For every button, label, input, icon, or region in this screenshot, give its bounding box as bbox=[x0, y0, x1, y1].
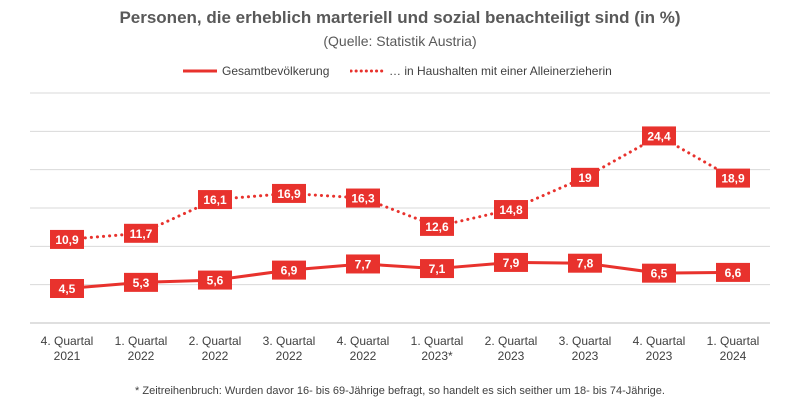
data-label: 24,4 bbox=[647, 129, 671, 143]
data-label-box bbox=[420, 259, 454, 279]
data-label: 12,6 bbox=[425, 220, 449, 234]
x-tick-label: 1. Quartal 2022 bbox=[115, 334, 168, 363]
x-tick-label: 3. Quartal 2023 bbox=[559, 334, 612, 363]
data-label-box bbox=[494, 200, 528, 220]
data-label: 6,6 bbox=[725, 266, 742, 280]
data-label: 6,9 bbox=[281, 264, 298, 278]
data-label: 4,5 bbox=[59, 282, 76, 296]
data-label-box bbox=[272, 260, 306, 280]
data-label-box bbox=[198, 190, 232, 210]
data-label-box bbox=[642, 263, 676, 283]
x-tick-label: 2. Quartal 2022 bbox=[189, 334, 242, 363]
data-label-box bbox=[346, 254, 380, 274]
chart-subtitle: (Quelle: Statistik Austria) bbox=[323, 33, 477, 49]
data-label-box bbox=[494, 252, 528, 272]
data-label-box bbox=[420, 216, 454, 236]
data-label: 18,9 bbox=[721, 172, 745, 186]
data-label: 7,8 bbox=[577, 257, 594, 271]
data-label-box bbox=[50, 229, 84, 249]
data-label-box bbox=[198, 270, 232, 290]
data-label: 16,1 bbox=[203, 193, 227, 207]
data-label: 5,3 bbox=[133, 276, 150, 290]
data-label-box bbox=[346, 188, 380, 208]
legend-swatch-dotted bbox=[350, 69, 384, 73]
footnote: * Zeitreihenbruch: Wurden davor 16- bis … bbox=[135, 385, 665, 397]
series-line-alleinerzieherin bbox=[65, 134, 735, 241]
x-tick-label: 4. Quartal 2022 bbox=[337, 334, 390, 363]
data-label-box bbox=[716, 262, 750, 282]
x-tick-label: 1. Quartal 2024 bbox=[707, 334, 760, 363]
legend-label-alleinerzieherin: … in Haushalten mit einer Alleinerzieher… bbox=[389, 64, 612, 78]
data-label: 10,9 bbox=[55, 233, 79, 247]
chart-title: Personen, die erheblich marteriell und s… bbox=[119, 8, 681, 27]
legend-label-gesamt: Gesamtbevölkerung bbox=[222, 64, 330, 78]
data-label-box bbox=[50, 279, 84, 298]
data-label-box bbox=[568, 253, 602, 273]
data-label-box bbox=[124, 272, 158, 292]
data-label: 16,9 bbox=[277, 187, 301, 201]
data-label: 7,1 bbox=[429, 262, 446, 276]
x-tick-label: 1. Quartal 2023* bbox=[411, 334, 464, 363]
x-tick-label: 4. Quartal 2023 bbox=[633, 334, 686, 363]
data-label: 6,5 bbox=[651, 267, 668, 281]
data-label: 7,9 bbox=[503, 256, 520, 270]
legend-swatch-solid bbox=[183, 69, 217, 73]
x-tick-label: 2. Quartal 2023 bbox=[485, 334, 538, 363]
legend: Gesamtbevölkerung … in Haushalten mit ei… bbox=[0, 64, 800, 80]
data-label-box bbox=[124, 223, 158, 243]
data-label: 11,7 bbox=[130, 227, 153, 241]
data-label-box bbox=[642, 126, 676, 146]
x-tick-label: 4. Quartal 2021 bbox=[41, 334, 94, 363]
x-tick-label: 3. Quartal 2022 bbox=[263, 334, 316, 363]
data-label: 16,3 bbox=[351, 192, 375, 206]
data-label-box bbox=[272, 183, 306, 203]
data-label: 14,8 bbox=[499, 203, 523, 217]
series-line-gesamt bbox=[65, 260, 735, 290]
data-label-box bbox=[571, 167, 599, 187]
data-label: 19 bbox=[578, 171, 592, 185]
data-label: 7,7 bbox=[355, 257, 372, 271]
data-label: 5,6 bbox=[207, 274, 224, 288]
data-label-box bbox=[716, 168, 750, 188]
